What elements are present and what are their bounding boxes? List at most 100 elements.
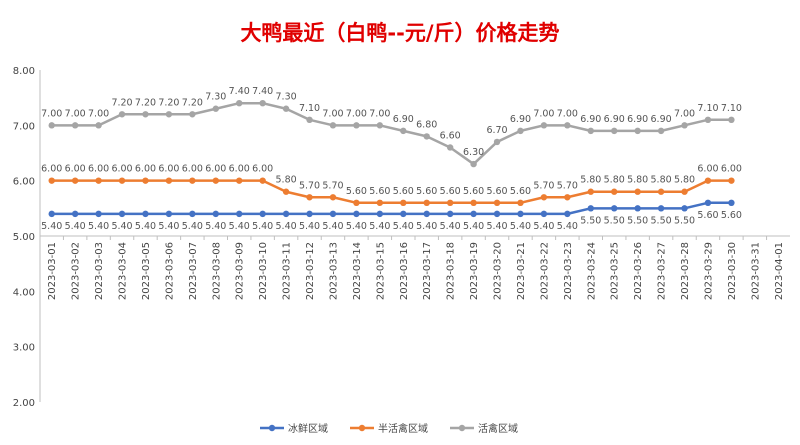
data-point [728, 199, 735, 206]
data-point [423, 199, 430, 206]
data-point [564, 194, 571, 201]
data-label: 6.00 [158, 164, 179, 175]
data-label: 6.90 [393, 114, 414, 125]
x-tick-label: 2023-03-11 [282, 242, 293, 300]
x-tick-label: 2023-03-12 [305, 242, 316, 300]
data-label: 5.80 [276, 175, 297, 186]
data-label: 5.50 [627, 215, 648, 226]
data-point [400, 127, 407, 135]
x-tick-label: 2023-03-01 [47, 242, 58, 300]
x-tick-label: 2023-03-31 [750, 242, 761, 300]
data-point [165, 177, 173, 184]
data-label: 5.40 [205, 221, 226, 232]
legend: 冰鲜区域 半活禽区域 活禽区域 [260, 422, 518, 435]
data-label: 5.40 [135, 221, 156, 232]
data-label: 5.40 [299, 221, 320, 232]
data-label: 7.10 [721, 103, 742, 114]
data-point [259, 210, 266, 218]
x-tick-label: 2023-03-23 [563, 242, 574, 300]
data-point [71, 122, 79, 129]
data-point [517, 127, 524, 135]
data-point [517, 199, 524, 206]
data-point [611, 188, 618, 195]
data-label: 5.40 [229, 221, 250, 232]
data-point [611, 127, 618, 135]
data-point [236, 177, 243, 184]
data-point [587, 127, 594, 135]
data-point [376, 122, 384, 129]
data-label: 6.90 [604, 114, 625, 125]
data-label: 5.40 [182, 221, 203, 232]
data-label: 5.40 [111, 221, 132, 232]
data-point [48, 210, 55, 218]
data-label: 6.00 [88, 164, 109, 175]
y-tick-label: 3.00 [13, 343, 35, 354]
data-point [118, 111, 126, 118]
series-line [51, 179, 732, 205]
x-tick-label: 2023-03-15 [375, 242, 386, 300]
data-label: 5.50 [580, 215, 601, 226]
data-point [95, 210, 102, 218]
series-3 [48, 100, 735, 168]
data-label: 6.90 [651, 114, 672, 125]
data-point [634, 188, 641, 195]
data-labels: 5.40 5.40 5.40 5.40 5.40 5.40 5.40 5.40 5.40 5.40… [41, 86, 742, 232]
x-tick-label: 2023-03-17 [422, 242, 433, 300]
data-label: 5.40 [393, 221, 414, 232]
data-point [306, 116, 313, 124]
data-point [423, 133, 430, 140]
chart-title: 大鸭最近（白鸭--元/斤）价格走势 [240, 21, 559, 45]
data-point [704, 116, 712, 124]
data-point [564, 210, 571, 218]
y-tick-label: 5.00 [13, 232, 35, 243]
data-point [259, 100, 266, 107]
data-point [470, 199, 477, 206]
x-tick-label: 2023-03-03 [94, 242, 105, 300]
data-label: 5.60 [346, 186, 367, 197]
data-label: 7.10 [299, 103, 320, 114]
legend-item: 半活禽区域 [350, 422, 428, 435]
data-point [353, 122, 360, 129]
x-tick-label: 2023-03-14 [352, 242, 363, 300]
data-point [376, 199, 384, 206]
data-label: 5.40 [322, 221, 343, 232]
data-label: 5.40 [463, 221, 484, 232]
data-label: 5.70 [557, 180, 578, 191]
data-point [728, 177, 735, 184]
data-point [329, 122, 337, 129]
data-point [681, 205, 688, 212]
data-point [95, 177, 102, 184]
data-label: 6.80 [416, 119, 437, 130]
data-label: 7.00 [557, 108, 578, 119]
data-label: 5.50 [604, 215, 625, 226]
data-point [470, 160, 477, 168]
legend-label: 冰鲜区域 [288, 422, 328, 435]
data-label: 5.80 [651, 175, 672, 186]
x-tick-label: 2023-03-04 [118, 242, 129, 300]
data-label: 5.40 [533, 221, 554, 232]
data-label: 5.50 [674, 215, 695, 226]
data-label: 5.80 [604, 175, 625, 186]
y-tick-label: 6.00 [13, 177, 35, 188]
data-point [634, 205, 641, 212]
data-point [540, 194, 548, 201]
data-label: 6.30 [463, 147, 484, 158]
data-label: 7.20 [111, 97, 132, 108]
data-label: 5.70 [533, 180, 554, 191]
data-point [493, 210, 501, 218]
data-point [634, 127, 641, 135]
data-label: 5.60 [369, 186, 390, 197]
data-point [142, 210, 149, 218]
data-label: 7.30 [276, 92, 297, 103]
data-point [189, 210, 196, 218]
data-label: 5.40 [65, 221, 86, 232]
x-tick-label: 2023-03-30 [727, 242, 738, 300]
data-label: 6.00 [252, 164, 273, 175]
data-label: 5.60 [393, 186, 414, 197]
data-point [118, 210, 126, 218]
data-label: 6.90 [580, 114, 601, 125]
series-layer [48, 100, 735, 218]
legend-swatch-marker [268, 424, 276, 432]
data-point [142, 111, 149, 118]
data-point [587, 188, 594, 195]
